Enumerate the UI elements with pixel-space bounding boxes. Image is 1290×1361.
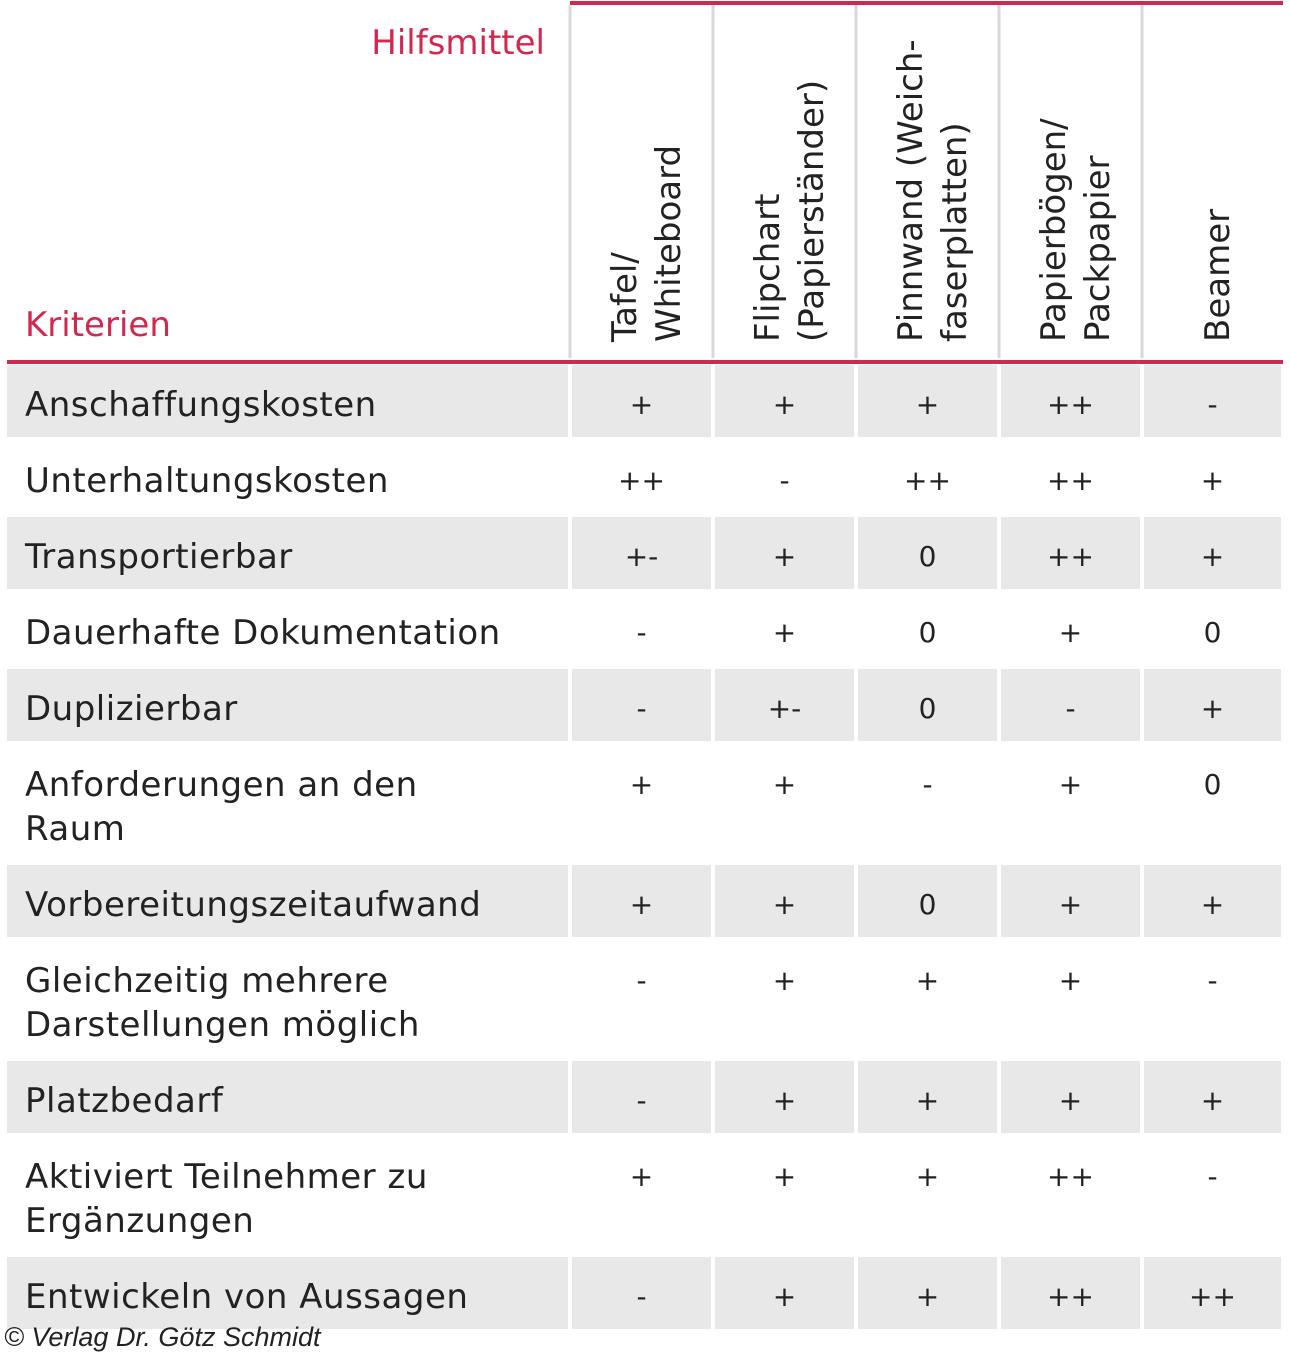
table-body: Anschaffungskosten + + + ++ - Unterhaltungskos… [7,365,1281,1329]
column-header: (Papierständer) [792,80,832,342]
rating: ++ [618,464,665,497]
rating: - [636,616,647,649]
criterion: Vorbereitungszeitaufwand [7,865,568,937]
rating: + [1058,768,1083,801]
rating: + [715,365,854,437]
rating: - [1207,1160,1218,1193]
rating: + [915,964,940,997]
criterion: Duplizierbar [7,669,568,741]
rating: - [922,768,933,801]
rating: ++ [1047,1160,1094,1193]
rating: 0 [918,616,937,649]
rating: ++ [1001,365,1140,437]
criterion: Transportierbar [7,517,568,589]
column-header: Tafel/ [605,252,645,343]
rating: + [772,616,797,649]
rating: 0 [1203,768,1222,801]
column-header: Whiteboard [649,145,689,342]
rating: ++ [1144,1257,1281,1329]
header-graphics: Hilfsmittel Kriterien Tafel/Whiteboard Fl… [25,1,1283,358]
column-header: Packpapier [1078,155,1118,342]
rating: - [779,464,790,497]
criterion: Entwickeln von Aussagen [7,1257,568,1329]
rating: 0 [858,669,997,741]
rating: 0 [858,865,997,937]
rating: + [1144,669,1281,741]
rating: + [858,1061,997,1133]
rating: + [858,1257,997,1329]
rating: + [715,865,854,937]
rating: + [1001,865,1140,937]
row-title: Hilfsmittel [371,23,545,63]
rating: 0 [858,517,997,589]
rating: 0 [1203,616,1222,649]
criterion: Unterhaltungskosten [25,461,389,501]
rating: - [572,1257,711,1329]
criterion: Platzbedarf [7,1061,568,1133]
column-title: Kriterien [25,305,171,345]
rating: + [1058,964,1083,997]
rating: + [772,964,797,997]
rating: + [1058,616,1083,649]
criterion: Anschaffungskosten [7,365,568,437]
rating: ++ [904,464,951,497]
rating: ++ [1001,517,1140,589]
rating: + [1144,865,1281,937]
rating: + [572,365,711,437]
rating: ++ [1047,464,1094,497]
rating: + [715,1061,854,1133]
criterion: Aktiviert Teilnehmer zu Ergänzungen [25,1157,428,1241]
rating: + [715,517,854,589]
rating: - [1144,365,1281,437]
rating: - [1207,964,1218,997]
rating: + [772,1160,797,1193]
rating: + [858,365,997,437]
copyright: © Verlag Dr. Götz Schmidt [4,1322,321,1352]
column-header: faserplatten) [935,122,975,342]
rating: + [629,768,654,801]
criterion: Gleichzeitig mehrere Darstellungen mögli… [25,961,420,1045]
criterion: Dauerhafte Dokumentation [25,613,501,653]
rating: + [1200,464,1225,497]
rating: - [1001,669,1140,741]
rating: - [572,669,711,741]
rating: - [636,964,647,997]
rating: + [915,1160,940,1193]
rating: + [1144,517,1281,589]
rating: +- [715,669,854,741]
column-header: Papierbögen/ [1034,118,1074,342]
rating: + [1001,1061,1140,1133]
criterion: Anforderungen an den Raum [25,765,418,849]
rating: - [572,1061,711,1133]
rating: +- [572,517,711,589]
rating: + [629,1160,654,1193]
rating: + [1144,1061,1281,1133]
rating: + [772,768,797,801]
rating: ++ [1001,1257,1140,1329]
rating: + [715,1257,854,1329]
rating: + [572,865,711,937]
column-header: Flipchart [748,194,788,342]
column-header: Beamer [1198,209,1238,342]
column-header: Pinnwand (Weich- [891,39,931,342]
table-header: Hilfsmittel Kriterien Tafel/Whiteboard Fl… [7,0,1283,364]
